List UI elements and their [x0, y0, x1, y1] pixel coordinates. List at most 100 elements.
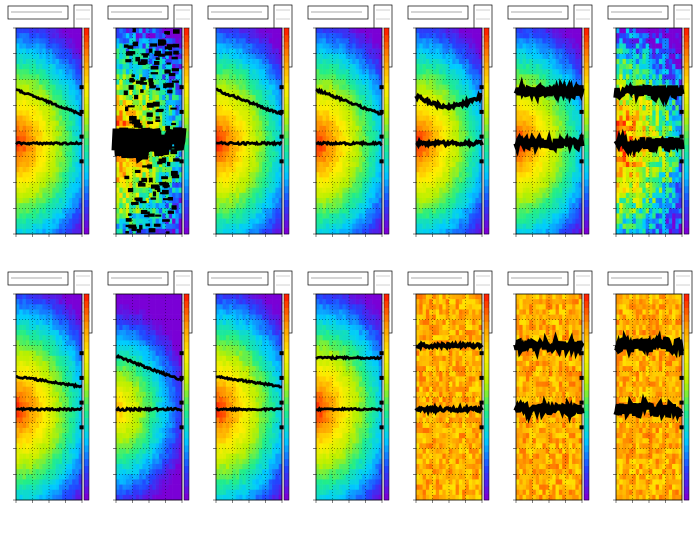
heatmap-cell [372, 151, 376, 158]
heatmap-cell [516, 74, 520, 80]
heatmap-cell [232, 79, 237, 85]
heatmap-cell [239, 146, 243, 152]
heatmap-cell [135, 64, 140, 70]
heatmap-cell [35, 33, 40, 39]
heatmap-cell [362, 146, 366, 152]
heatmap-cell [316, 218, 320, 224]
heatmap-cell [445, 74, 450, 80]
heatmap-cell [25, 136, 30, 142]
heatmap-cell [72, 84, 76, 91]
heatmap-cell [249, 28, 253, 34]
heatmap-cell [75, 120, 79, 127]
noise-mark [168, 45, 172, 50]
heatmap-cell [432, 115, 437, 121]
heatmap-cell [232, 43, 237, 49]
heatmap-cell [332, 43, 337, 49]
heatmap-cell [258, 110, 263, 116]
heatmap-cell [16, 156, 20, 163]
heatmap-cell [242, 69, 246, 75]
heatmap-cell [32, 208, 37, 214]
heatmap-cell [475, 156, 479, 163]
heatmap-cell [535, 53, 540, 60]
heatmap-cell [472, 48, 476, 55]
heatmap-cell [322, 228, 327, 235]
heatmap-cell [272, 167, 276, 173]
heatmap-cell [222, 69, 227, 75]
heatmap-cell [368, 203, 373, 209]
heatmap-cell [316, 187, 320, 194]
heatmap-cell [72, 177, 76, 183]
heatmap-cell [16, 64, 20, 70]
heatmap-cell [455, 213, 460, 219]
heatmap-cell [229, 64, 233, 70]
heatmap-cell [25, 156, 30, 163]
heatmap-cell [472, 110, 476, 116]
color-bar-step [184, 76, 189, 84]
heatmap-cell [62, 182, 66, 188]
heatmap-cell [372, 105, 376, 111]
heatmap-cell [329, 79, 333, 85]
heatmap-cell [168, 172, 173, 178]
heatmap-cell [216, 172, 220, 178]
heatmap-cell [339, 120, 343, 127]
heatmap-cell [358, 223, 363, 230]
heatmap-cell [535, 213, 540, 219]
heatmap-cell [352, 105, 356, 111]
heatmap-cell [45, 43, 50, 49]
heatmap-cell [545, 69, 550, 75]
noise-mark [139, 200, 147, 204]
heatmap-cell [139, 161, 143, 168]
heatmap-cell [78, 161, 83, 168]
heatmap-cell [262, 125, 266, 132]
heatmap-cell [362, 58, 366, 65]
heatmap-cell [145, 177, 150, 183]
heatmap-cell [129, 38, 133, 44]
heatmap-cell [529, 213, 533, 219]
heatmap-cell [439, 110, 443, 116]
heatmap-cell [449, 100, 453, 106]
color-bar-step [284, 227, 289, 235]
heatmap-cell [342, 223, 346, 230]
heatmap-cell [65, 64, 70, 70]
heatmap-cell [272, 177, 276, 183]
heatmap-cell [222, 48, 227, 55]
heatmap-cell [32, 69, 37, 75]
heatmap-cell [358, 131, 363, 137]
heatmap-cell [429, 192, 433, 199]
heatmap-cell [278, 100, 283, 106]
heatmap-cell [22, 192, 27, 199]
heatmap-cell [272, 213, 276, 219]
heatmap-cell [39, 213, 43, 219]
heatmap-cell [162, 167, 166, 173]
heatmap-cell [129, 69, 133, 75]
heatmap-cell [29, 213, 33, 219]
heatmap-cell [25, 120, 30, 127]
heatmap-cell [232, 69, 237, 75]
heatmap-cell [465, 177, 470, 183]
noise-mark [171, 174, 180, 179]
heatmap-cell [52, 94, 56, 101]
heatmap-cell [452, 33, 456, 39]
heatmap-cell [429, 79, 433, 85]
heatmap-cell [119, 89, 123, 96]
heatmap-cell [49, 120, 53, 127]
heatmap-cell [52, 64, 56, 70]
heatmap-cell [29, 125, 33, 132]
heatmap-cell [62, 131, 66, 137]
heatmap-cell [16, 84, 20, 91]
heatmap-cell [135, 182, 140, 188]
heatmap-cell [68, 228, 73, 235]
heatmap-cell [252, 213, 256, 219]
color-bar-step [84, 124, 89, 132]
heatmap-cell [158, 28, 163, 34]
heatmap-cell [55, 156, 60, 163]
heatmap-cell [272, 58, 276, 65]
heatmap-cell [549, 110, 553, 116]
heatmap-cell [25, 94, 30, 101]
heatmap-cell [219, 100, 223, 106]
heatmap-cell [332, 156, 337, 163]
heatmap-cell [39, 125, 43, 132]
noise-mark [143, 145, 152, 148]
noise-mark [134, 169, 141, 174]
heatmap-cell [149, 38, 153, 44]
